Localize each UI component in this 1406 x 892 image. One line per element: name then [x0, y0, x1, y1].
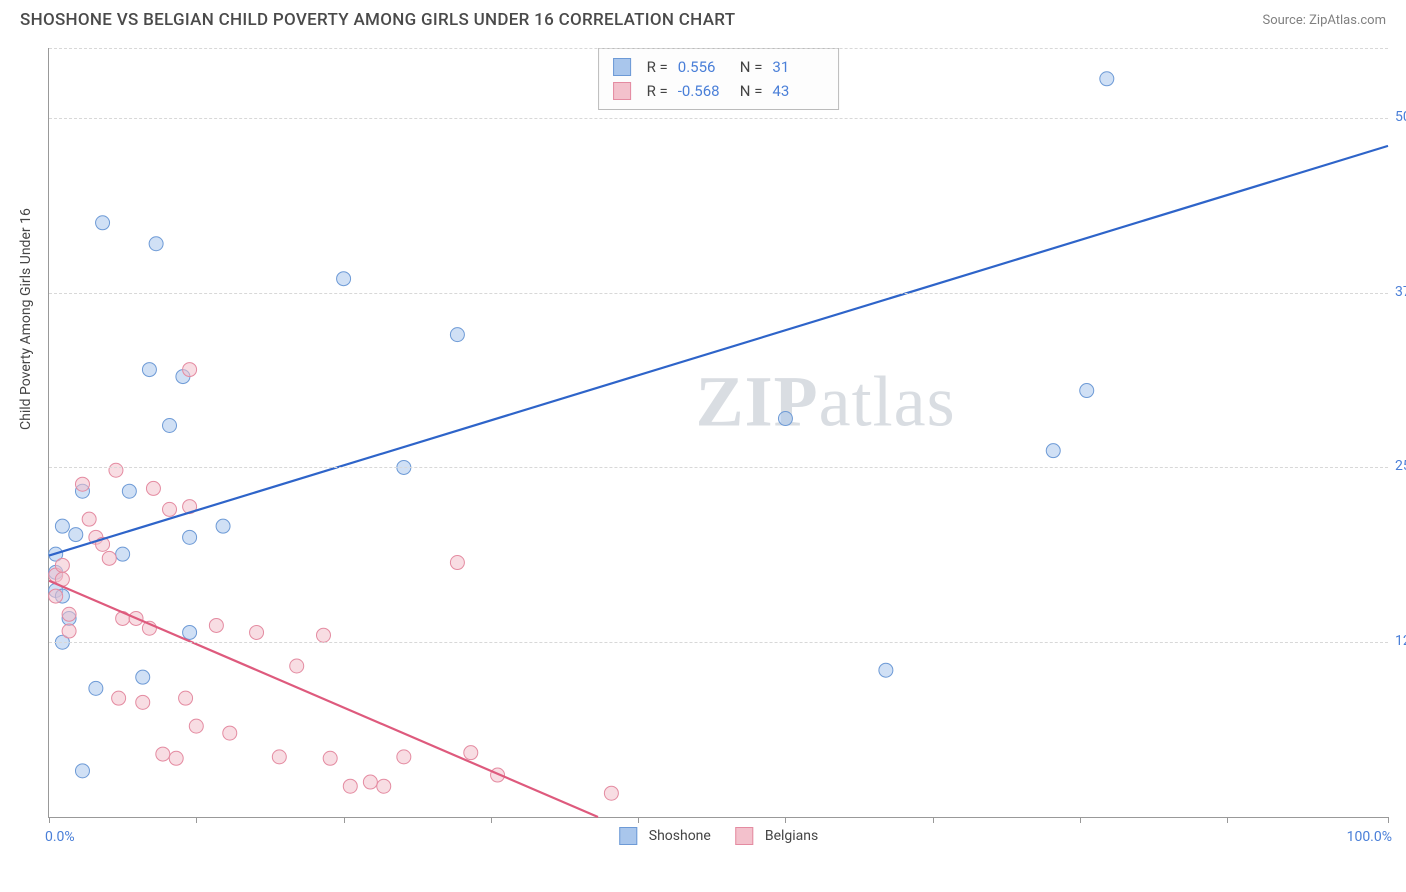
data-point	[397, 750, 411, 764]
x-tick	[638, 817, 639, 823]
data-point	[1046, 444, 1060, 458]
correlation-row-shoshone: R = 0.556 N = 31	[613, 55, 825, 79]
data-point	[604, 786, 618, 800]
legend-swatch-belgians-icon	[735, 827, 753, 845]
gridline	[49, 467, 1388, 468]
data-point	[337, 272, 351, 286]
chart-title: SHOSHONE VS BELGIAN CHILD POVERTY AMONG …	[20, 10, 735, 30]
regression-line	[49, 146, 1388, 556]
plot-area: ZIPatlas R = 0.556 N = 31 R = -0.568 N =…	[48, 48, 1388, 818]
x-tick	[1227, 817, 1228, 823]
data-point	[69, 528, 83, 542]
gridline	[49, 48, 1388, 49]
swatch-belgians-icon	[613, 82, 631, 100]
scatter-svg	[49, 48, 1388, 817]
legend-swatch-shoshone-icon	[619, 827, 637, 845]
x-tick	[344, 817, 345, 823]
data-point	[62, 624, 76, 638]
data-point	[450, 556, 464, 570]
data-point	[179, 691, 193, 705]
x-tick	[491, 817, 492, 823]
data-point	[216, 519, 230, 533]
data-point	[450, 328, 464, 342]
data-point	[112, 691, 126, 705]
data-point	[62, 607, 76, 621]
x-axis-max-label: 100.0%	[1347, 829, 1392, 845]
data-point	[183, 625, 197, 639]
series-legend: Shoshone Belgians	[619, 827, 818, 845]
data-point	[136, 670, 150, 684]
y-tick-label: 25.0%	[1395, 458, 1406, 474]
data-point	[109, 463, 123, 477]
y-axis-label: Child Poverty Among Girls Under 16	[18, 208, 34, 430]
x-tick	[1080, 817, 1081, 823]
n-value-shoshone: 31	[772, 55, 824, 79]
data-point	[96, 216, 110, 230]
data-point	[102, 551, 116, 565]
y-tick-label: 50.0%	[1395, 109, 1406, 125]
x-axis-min-label: 0.0%	[45, 829, 75, 845]
data-point	[163, 502, 177, 516]
data-point	[149, 237, 163, 251]
correlation-legend: R = 0.556 N = 31 R = -0.568 N = 43	[598, 48, 840, 110]
data-point	[778, 412, 792, 426]
data-point	[272, 750, 286, 764]
data-point	[122, 484, 136, 498]
data-point	[1080, 384, 1094, 398]
x-tick	[785, 817, 786, 823]
legend-item-belgians: Belgians	[735, 827, 818, 845]
data-point	[89, 681, 103, 695]
regression-line	[49, 581, 598, 817]
legend-item-shoshone: Shoshone	[619, 827, 711, 845]
data-point	[223, 726, 237, 740]
data-point	[49, 589, 63, 603]
data-point	[209, 618, 223, 632]
r-value-belgians: -0.568	[678, 79, 730, 103]
data-point	[377, 779, 391, 793]
y-tick-label: 12.5%	[1395, 633, 1406, 649]
data-point	[75, 764, 89, 778]
data-point	[146, 481, 160, 495]
x-tick	[196, 817, 197, 823]
x-tick	[1388, 817, 1389, 823]
x-tick	[49, 817, 50, 823]
data-point	[169, 751, 183, 765]
data-point	[343, 779, 357, 793]
data-point	[116, 547, 130, 561]
n-value-belgians: 43	[772, 79, 824, 103]
legend-label-shoshone: Shoshone	[649, 828, 711, 844]
r-value-shoshone: 0.556	[678, 55, 730, 79]
data-point	[75, 477, 89, 491]
data-point	[363, 775, 377, 789]
data-point	[250, 625, 264, 639]
gridline	[49, 642, 1388, 643]
gridline	[49, 293, 1388, 294]
data-point	[879, 663, 893, 677]
correlation-row-belgians: R = -0.568 N = 43	[613, 79, 825, 103]
data-point	[55, 519, 69, 533]
data-point	[136, 695, 150, 709]
data-point	[323, 751, 337, 765]
gridline	[49, 118, 1388, 119]
data-point	[1100, 72, 1114, 86]
data-point	[189, 719, 203, 733]
legend-label-belgians: Belgians	[765, 828, 818, 844]
chart-source: Source: ZipAtlas.com	[1262, 13, 1386, 28]
x-tick	[933, 817, 934, 823]
data-point	[142, 363, 156, 377]
data-point	[55, 558, 69, 572]
data-point	[82, 512, 96, 526]
chart-header: SHOSHONE VS BELGIAN CHILD POVERTY AMONG …	[0, 0, 1406, 36]
data-point	[316, 628, 330, 642]
y-tick-label: 37.5%	[1395, 284, 1406, 300]
data-point	[163, 419, 177, 433]
data-point	[464, 746, 478, 760]
data-point	[290, 659, 304, 673]
data-point	[183, 530, 197, 544]
data-point	[183, 363, 197, 377]
data-point	[156, 747, 170, 761]
swatch-shoshone-icon	[613, 58, 631, 76]
